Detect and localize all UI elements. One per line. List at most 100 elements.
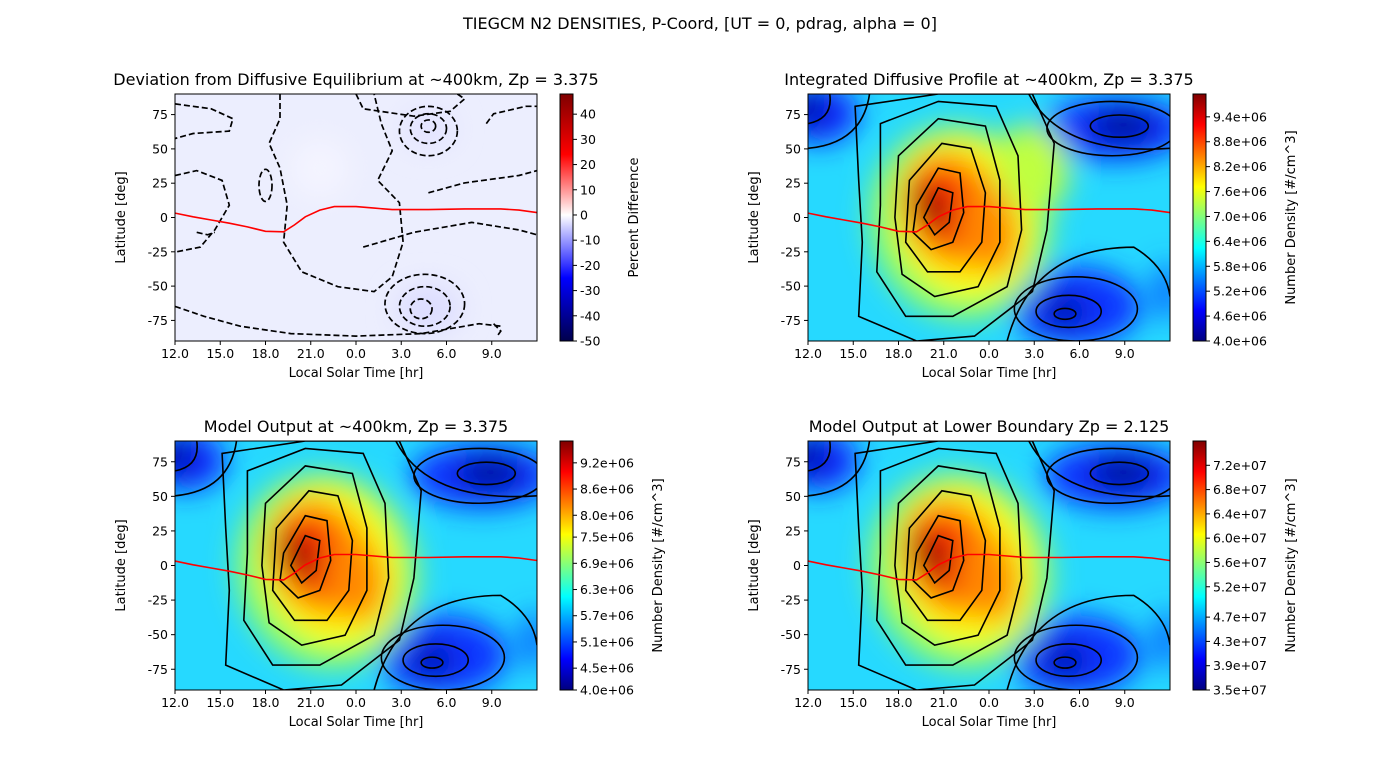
colorbar-tick-label: 5.1e+06 [580,634,634,649]
colorbar-tick-label: 7.2e+07 [1213,458,1267,473]
y-tick-label: -25 [148,593,168,608]
y-tick-label: 75 [785,454,801,469]
colorbar-tick-label: 0 [580,207,588,222]
colorbar-tick-label: 5.7e+06 [580,608,634,623]
colorbar: 9.4e+06 8.8e+06 8.2e+06 7.6e+06 7.0e+06 6.4e+… [1192,93,1299,349]
colorbar-tick-label: 9.2e+06 [580,455,634,470]
colorbar-tick-label: 10 [580,182,596,197]
chart-panel-2: Integrated Diffusive Profile at ~400km, … [747,70,1299,381]
colorbar-tick-label: 4.7e+07 [1213,610,1267,625]
y-axis-label: Latitude [deg] [114,519,129,611]
y-tick-label: -50 [781,279,801,294]
colorbar-label: Number Density [#/cm^3] [1284,478,1299,652]
y-tick-label: -75 [148,313,168,328]
colorbar-tick-label: 20 [580,157,596,172]
y-axis-label: Latitude [deg] [747,519,762,611]
x-tick-label: 9.0 [1115,695,1135,710]
colorbar-tick-label: 5.2e+06 [1213,284,1267,299]
colorbar-tick-label: 8.6e+06 [580,482,634,497]
chart-title: Integrated Diffusive Profile at ~400km, … [784,70,1193,89]
colorbar-tick-label: 30 [580,132,596,147]
x-tick-label: 12.0 [794,346,822,361]
y-tick-label: -75 [781,662,801,677]
x-tick-label: 18.0 [885,346,913,361]
heatmap-field [175,441,537,690]
colorbar-tick-label: 7.5e+06 [580,530,634,545]
colorbar-tick-label: 6.4e+06 [1213,234,1267,249]
x-tick-label: 0.0 [979,346,999,361]
y-tick-label: -50 [148,627,168,642]
x-tick-label: 21.0 [930,346,958,361]
y-tick-label: 25 [152,176,168,191]
colorbar-tick-label: -30 [580,283,600,298]
colorbar-tick-label: -20 [580,258,600,273]
y-axis-label: Latitude [deg] [114,171,129,263]
figure-suptitle: TIEGCM N2 DENSITIES, P-Coord, [UT = 0, p… [462,14,937,33]
x-axis-label: Local Solar Time [hr] [289,366,424,381]
x-tick-label: 6.0 [437,346,457,361]
y-tick-label: 75 [152,454,168,469]
terminator-line [175,553,537,581]
colorbar: 7.2e+07 6.8e+07 6.4e+07 6.0e+07 5.6e+07 5.2e+… [1192,440,1299,698]
y-tick-label: 0 [160,210,168,225]
y-tick-label: 25 [152,523,168,538]
colorbar-tick-label: 6.9e+06 [580,556,634,571]
colorbar-tick-label: 6.4e+07 [1213,506,1267,521]
x-tick-label: 9.0 [482,346,502,361]
y-tick-label: -75 [781,313,801,328]
y-tick-label: -25 [781,593,801,608]
x-tick-label: 9.0 [482,695,502,710]
y-tick-label: -50 [781,627,801,642]
colorbar-tick-label: 40 [580,107,596,122]
colorbar: 40 30 20 10 0 -10 -20 -30 -40 -50 Percent Differen… [559,93,642,349]
colorbar-tick-label: 8.8e+06 [1213,134,1267,149]
y-tick-label: 50 [152,489,168,504]
x-tick-label: 12.0 [794,695,822,710]
x-tick-label: 18.0 [252,346,280,361]
colorbar-tick-label: 8.2e+06 [1213,159,1267,174]
heatmap-field [175,94,537,341]
chart-title: Deviation from Diffusive Equilibrium at … [113,70,598,89]
y-tick-label: -25 [781,244,801,259]
heatmap-field [808,441,1170,690]
colorbar-tick-label: 5.8e+06 [1213,259,1267,274]
x-axis-label: Local Solar Time [hr] [289,715,424,730]
y-tick-label: 50 [785,141,801,156]
y-tick-label: -75 [148,662,168,677]
y-tick-label: 0 [160,558,168,573]
y-tick-label: 50 [152,141,168,156]
colorbar: 9.2e+06 8.6e+06 8.0e+06 7.5e+06 6.9e+06 6.3e+… [559,440,666,698]
y-tick-label: 75 [785,107,801,122]
x-tick-label: 15.0 [839,695,867,710]
x-tick-label: 0.0 [979,695,999,710]
y-tick-label: -50 [148,279,168,294]
colorbar-label: Percent Difference [627,157,642,277]
colorbar-tick-label: 3.5e+07 [1213,683,1267,698]
terminator-line [808,205,1170,233]
y-tick-label: 75 [152,107,168,122]
y-tick-label: 25 [785,176,801,191]
y-tick-label: 0 [793,558,801,573]
terminator-line [808,553,1170,581]
colorbar-tick-label: 7.6e+06 [1213,184,1267,199]
x-tick-label: 6.0 [1070,346,1090,361]
chart-panel-3: Model Output at ~400km, Zp = 3.375 12.0 15… [114,417,666,730]
colorbar-tick-label: 4.3e+07 [1213,634,1267,649]
x-tick-label: 21.0 [930,695,958,710]
x-tick-label: 21.0 [297,695,325,710]
x-tick-label: 12.0 [161,695,189,710]
colorbar-label: Number Density [#/cm^3] [1284,130,1299,304]
x-tick-label: 15.0 [206,695,234,710]
y-tick-label: 25 [785,523,801,538]
x-tick-label: 21.0 [297,346,325,361]
x-tick-label: 3.0 [391,346,411,361]
y-tick-label: 0 [793,210,801,225]
terminator-line [175,205,537,233]
x-tick-label: 9.0 [1115,346,1135,361]
x-tick-label: 6.0 [437,695,457,710]
colorbar-tick-label: 7.0e+06 [1213,209,1267,224]
colorbar-tick-label: 6.8e+07 [1213,482,1267,497]
colorbar-tick-label: 3.9e+07 [1213,658,1267,673]
colorbar-tick-label: 6.0e+07 [1213,531,1267,546]
x-axis-label: Local Solar Time [hr] [922,715,1057,730]
